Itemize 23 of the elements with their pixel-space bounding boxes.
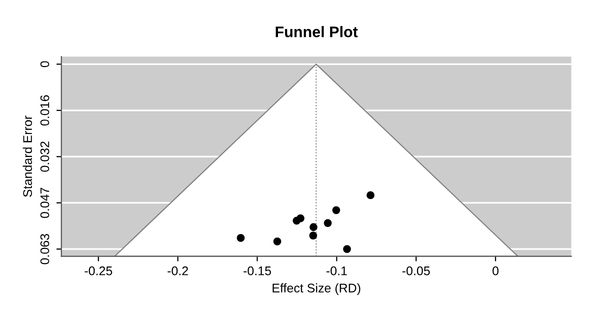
- x-tick-label: -0.1: [326, 266, 347, 276]
- y-axis-title: Standard Error: [22, 116, 32, 197]
- x-tick-label: -0.2: [168, 266, 188, 276]
- x-tick-label: -0.15: [244, 266, 271, 276]
- y-tick-label: 0.016: [40, 95, 50, 126]
- x-tick-label: -0.25: [84, 266, 112, 276]
- x-axis-title: Effect Size (RD): [272, 283, 360, 295]
- y-tick-label: 0.047: [40, 188, 50, 218]
- point: [332, 206, 340, 214]
- point: [273, 237, 282, 246]
- x-tick-label: 0: [492, 266, 499, 276]
- chart-title: Funnel Plot: [276, 26, 358, 38]
- y-tick-label: 0: [40, 61, 50, 68]
- y-tick-label: 0.032: [40, 142, 50, 172]
- x-tick-label: -0.05: [402, 266, 430, 276]
- point: [366, 191, 374, 200]
- point: [236, 234, 245, 242]
- point: [343, 245, 351, 254]
- y-tick-label: 0.063: [40, 234, 50, 264]
- point: [310, 223, 318, 232]
- point: [292, 216, 301, 225]
- point: [324, 219, 332, 227]
- point: [309, 232, 318, 240]
